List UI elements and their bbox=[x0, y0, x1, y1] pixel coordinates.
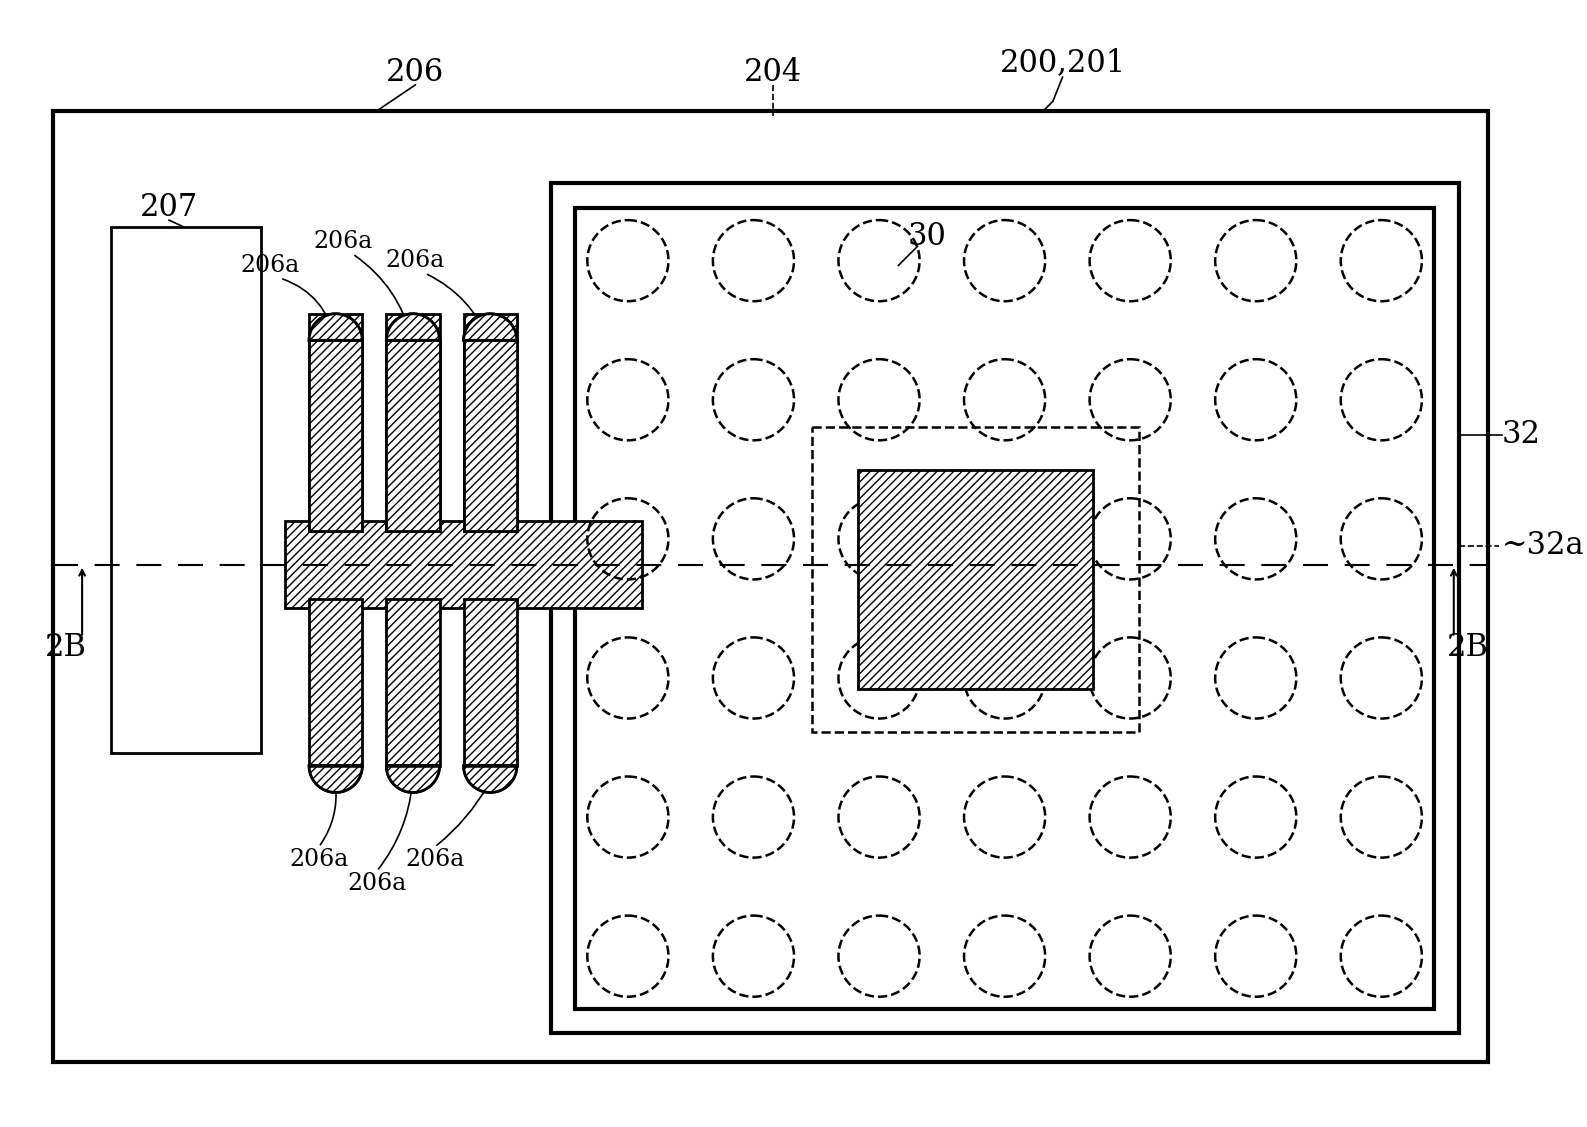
Bar bbox=[813, 427, 1139, 731]
Bar bbox=[386, 313, 440, 531]
Bar bbox=[386, 340, 440, 531]
Bar bbox=[463, 340, 517, 531]
Polygon shape bbox=[386, 313, 440, 340]
Bar bbox=[386, 598, 440, 766]
Bar bbox=[463, 598, 517, 766]
Text: 206a: 206a bbox=[241, 254, 300, 277]
Text: 207: 207 bbox=[140, 192, 198, 223]
Polygon shape bbox=[309, 313, 362, 340]
Text: 2B: 2B bbox=[44, 631, 87, 663]
Bar bbox=[286, 522, 643, 609]
Polygon shape bbox=[309, 766, 362, 792]
Bar bbox=[309, 340, 362, 531]
Bar bbox=[52, 110, 1487, 1063]
Text: 200,201: 200,201 bbox=[1000, 47, 1125, 78]
Text: 206a: 206a bbox=[348, 872, 406, 895]
Polygon shape bbox=[386, 766, 440, 792]
Text: 206a: 206a bbox=[405, 849, 465, 871]
Polygon shape bbox=[463, 313, 517, 340]
Bar bbox=[859, 470, 1093, 689]
Text: 206: 206 bbox=[386, 56, 444, 88]
Polygon shape bbox=[386, 313, 440, 340]
Polygon shape bbox=[463, 766, 517, 792]
Bar bbox=[551, 184, 1458, 1033]
Text: 206a: 206a bbox=[313, 230, 373, 252]
Text: 206a: 206a bbox=[289, 849, 349, 871]
Bar bbox=[574, 207, 1435, 1010]
Polygon shape bbox=[309, 766, 362, 792]
Text: ~32a: ~32a bbox=[1501, 530, 1585, 561]
Bar bbox=[309, 598, 362, 766]
Bar bbox=[309, 313, 362, 531]
Text: 32: 32 bbox=[1501, 419, 1541, 450]
Polygon shape bbox=[463, 313, 517, 340]
Text: 206a: 206a bbox=[386, 249, 444, 273]
Polygon shape bbox=[309, 313, 362, 340]
Bar bbox=[111, 227, 260, 753]
Polygon shape bbox=[386, 766, 440, 792]
Text: 204: 204 bbox=[744, 56, 801, 88]
Text: 2B: 2B bbox=[1447, 631, 1489, 663]
Bar bbox=[463, 313, 517, 531]
Polygon shape bbox=[463, 766, 517, 792]
Text: 30: 30 bbox=[908, 221, 947, 252]
